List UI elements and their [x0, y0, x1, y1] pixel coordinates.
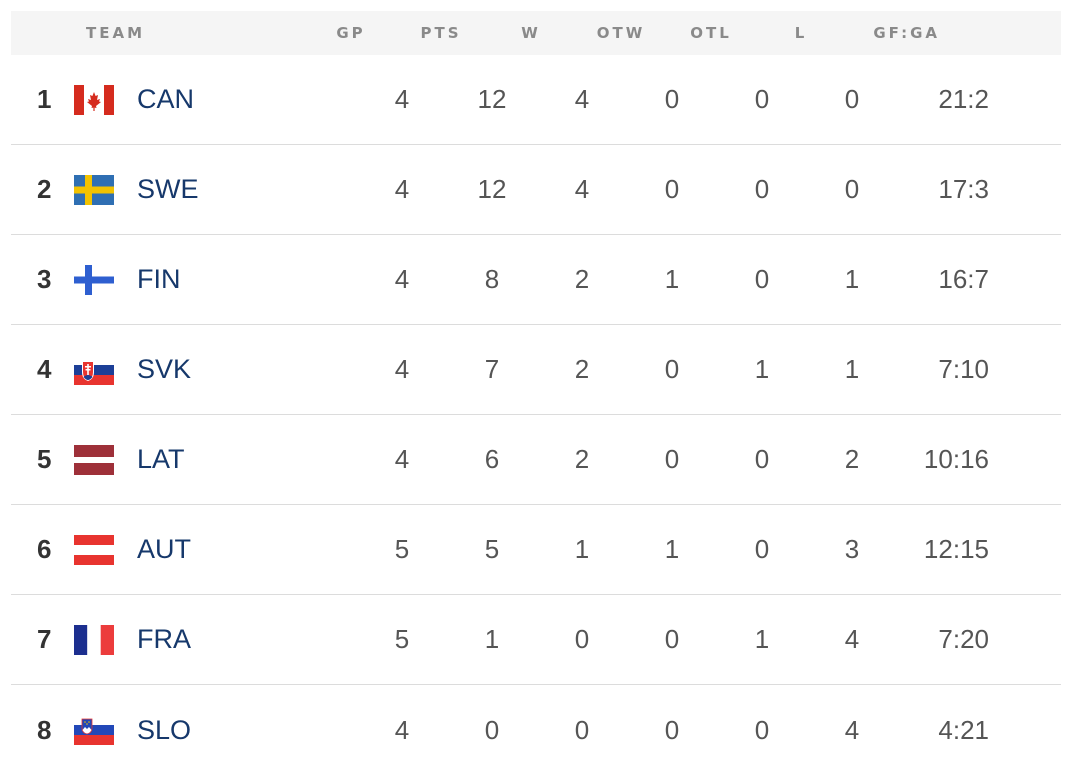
cell-gp: 4 — [394, 354, 410, 384]
rank: 3 — [37, 264, 52, 294]
rank: 6 — [37, 534, 52, 564]
cell-pts: 7 — [484, 354, 500, 384]
cell-gfga: 4:21 — [938, 714, 989, 745]
cell-otw: 0 — [664, 624, 680, 654]
finland-flag-icon — [74, 264, 137, 295]
standings-table: TEAM GP PTS W OTW OTL L GF:GA 1 CAN 4 12 4 0 0… — [11, 11, 1061, 775]
header-otw[interactable]: OTW — [596, 24, 646, 42]
team-name[interactable]: FIN — [137, 264, 181, 294]
table-row[interactable]: 3 FIN 4 8 2 1 0 1 16:7 — [11, 235, 1061, 325]
cell-gp: 5 — [394, 534, 410, 564]
cell-otw: 0 — [664, 354, 680, 384]
table-row[interactable]: 7 FRA 5 1 0 0 1 4 7:20 — [11, 595, 1061, 685]
header-w[interactable]: W — [521, 24, 541, 42]
cell-w: 2 — [574, 264, 590, 294]
team-name[interactable]: CAN — [137, 84, 195, 114]
cell-l: 0 — [844, 174, 860, 204]
cell-gfga: 21:2 — [938, 84, 989, 114]
header-pts[interactable]: PTS — [420, 24, 462, 42]
cell-gp: 4 — [394, 714, 410, 745]
cell-pts: 0 — [484, 714, 500, 745]
header-otl[interactable]: OTL — [690, 24, 732, 42]
slovakia-flag-icon — [74, 354, 137, 385]
cell-gp: 4 — [394, 174, 410, 204]
team-name[interactable]: FRA — [137, 624, 191, 654]
header-gp[interactable]: GP — [336, 24, 366, 42]
cell-otl: 1 — [754, 354, 770, 384]
cell-otw: 0 — [664, 444, 680, 474]
cell-w: 0 — [574, 624, 590, 654]
latvia-flag-icon — [74, 444, 137, 475]
table-row[interactable]: 4 SVK 4 7 2 0 1 1 7:10 — [11, 325, 1061, 415]
cell-otl: 0 — [754, 534, 770, 564]
cell-l: 4 — [844, 624, 860, 654]
slovenia-flag-icon — [74, 715, 137, 745]
cell-pts: 12 — [477, 174, 507, 204]
sweden-flag-icon — [74, 174, 137, 205]
rank: 1 — [37, 84, 52, 114]
rank: 5 — [37, 444, 52, 474]
cell-otl: 0 — [754, 84, 770, 114]
austria-flag-icon — [74, 534, 137, 565]
rank: 4 — [37, 354, 52, 384]
cell-pts: 8 — [484, 264, 500, 294]
cell-l: 4 — [844, 714, 860, 745]
team-name[interactable]: SWE — [137, 174, 199, 204]
cell-gp: 5 — [394, 624, 410, 654]
header-team[interactable]: TEAM — [86, 24, 146, 42]
cell-w: 4 — [574, 174, 590, 204]
cell-gfga: 12:15 — [923, 534, 989, 564]
cell-pts: 1 — [484, 624, 500, 654]
team-name[interactable]: LAT — [137, 444, 185, 474]
canada-flag-icon — [74, 84, 137, 115]
cell-w: 2 — [574, 444, 590, 474]
cell-w: 2 — [574, 354, 590, 384]
cell-gfga: 7:20 — [938, 624, 989, 654]
cell-gp: 4 — [394, 264, 410, 294]
table-row[interactable]: 6 AUT 5 5 1 1 0 3 12:15 — [11, 505, 1061, 595]
cell-otl: 1 — [754, 624, 770, 654]
cell-otw: 1 — [664, 264, 680, 294]
france-flag-icon — [74, 624, 137, 655]
table-row[interactable]: 1 CAN 4 12 4 0 0 0 21:2 — [11, 55, 1061, 145]
team-name[interactable]: SVK — [137, 354, 192, 384]
cell-gp: 4 — [394, 444, 410, 474]
cell-otl: 0 — [754, 264, 770, 294]
cell-l: 0 — [844, 84, 860, 114]
table-row[interactable]: 5 LAT 4 6 2 0 0 2 10:16 — [11, 415, 1061, 505]
cell-w: 4 — [574, 84, 590, 114]
cell-otl: 0 — [754, 444, 770, 474]
cell-l: 1 — [844, 354, 860, 384]
cell-w: 0 — [574, 714, 590, 745]
cell-l: 2 — [844, 444, 860, 474]
cell-otl: 0 — [754, 714, 770, 745]
cell-otw: 1 — [664, 534, 680, 564]
cell-gfga: 17:3 — [938, 174, 989, 204]
cell-l: 3 — [844, 534, 860, 564]
cell-otw: 0 — [664, 174, 680, 204]
cell-otw: 0 — [664, 84, 680, 114]
rank: 8 — [37, 714, 52, 745]
cell-pts: 6 — [484, 444, 500, 474]
header-gfga[interactable]: GF:GA — [873, 24, 940, 42]
team-name[interactable]: AUT — [137, 534, 191, 564]
cell-gfga: 10:16 — [923, 444, 989, 474]
cell-w: 1 — [574, 534, 590, 564]
rank: 2 — [37, 174, 52, 204]
table-row[interactable]: 2 SWE 4 12 4 0 0 0 17:3 — [11, 145, 1061, 235]
cell-gfga: 7:10 — [938, 354, 989, 384]
rank: 7 — [37, 624, 52, 654]
cell-gp: 4 — [394, 84, 410, 114]
cell-pts: 5 — [484, 534, 500, 564]
cell-l: 1 — [844, 264, 860, 294]
header-l[interactable]: L — [794, 24, 808, 42]
team-name[interactable]: SLO — [137, 714, 192, 745]
table-header: TEAM GP PTS W OTW OTL L GF:GA — [11, 11, 1061, 55]
cell-gfga: 16:7 — [938, 264, 989, 294]
table-row[interactable]: 8 SLO 4 0 0 0 0 4 4:21 — [11, 685, 1061, 775]
cell-pts: 12 — [477, 84, 507, 114]
cell-otw: 0 — [664, 714, 680, 745]
cell-otl: 0 — [754, 174, 770, 204]
